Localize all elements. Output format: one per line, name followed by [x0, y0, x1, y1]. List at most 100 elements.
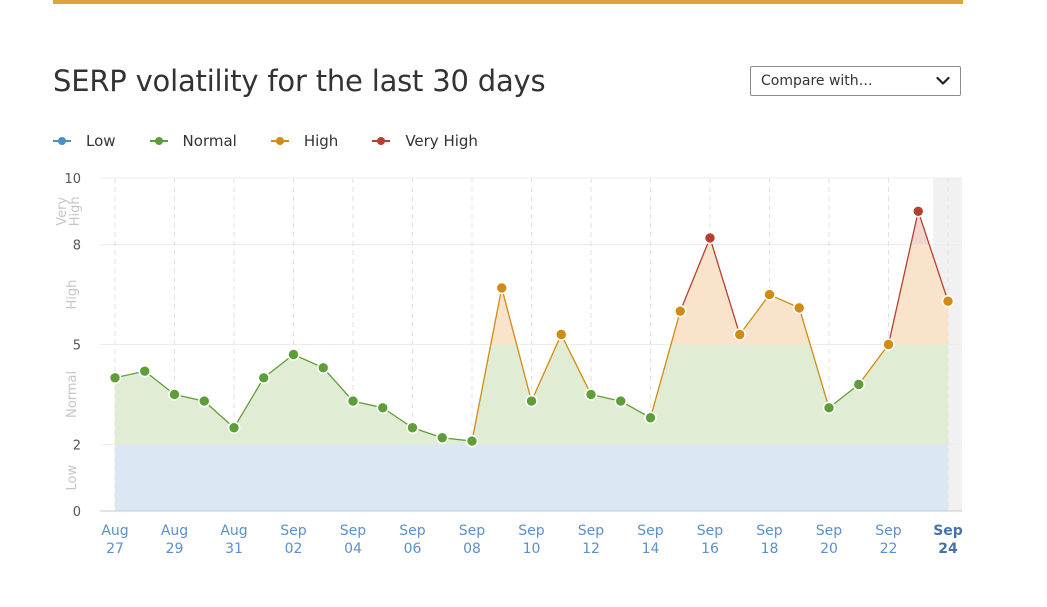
data-point	[733, 328, 747, 341]
x-tick-label-day: 12	[582, 541, 600, 557]
x-tick-label-day: 04	[344, 541, 362, 557]
legend-item-normal[interactable]: Normal	[149, 132, 237, 150]
area-band-low	[115, 444, 948, 511]
data-point	[465, 434, 479, 448]
y-band-label: Normal	[65, 371, 80, 418]
compare-with-label: Compare with…	[761, 73, 873, 89]
data-point	[435, 431, 449, 445]
series-line-segment	[471, 287, 503, 442]
y-band-label: Very	[55, 197, 70, 226]
data-point	[822, 401, 836, 415]
serp-volatility-chart: LowNormalHighVeryHigh025810Aug27Aug29Aug…	[55, 172, 963, 557]
series-line-segment	[649, 311, 681, 418]
data-point	[406, 421, 419, 435]
data-point	[673, 304, 687, 318]
series-line-segment	[203, 400, 235, 429]
x-tick-label-day: 16	[701, 541, 719, 557]
data-point	[882, 338, 895, 351]
x-tick-label-day: 18	[761, 541, 779, 557]
x-tick-label-day: 29	[166, 541, 184, 557]
series-line-segment	[887, 211, 919, 345]
legend-marker-normal-icon	[149, 137, 168, 145]
x-tick-label-month: Sep	[933, 523, 963, 539]
data-point	[703, 231, 717, 245]
data-point	[614, 394, 628, 408]
x-tick-label-day: 24	[938, 541, 958, 557]
data-point	[852, 378, 866, 391]
x-tick-label-month: Sep	[399, 523, 426, 539]
legend-marker-high-icon	[270, 137, 289, 145]
data-point	[525, 394, 538, 408]
data-point	[257, 371, 271, 385]
x-tick-label-month: Sep	[578, 523, 605, 539]
series-line-segment	[322, 367, 354, 402]
x-tick-label-day: 22	[880, 541, 898, 557]
x-tick-label-day: 08	[463, 541, 481, 557]
x-tick-label-day: 06	[404, 541, 422, 557]
legend-item-high[interactable]: High	[270, 132, 339, 150]
legend-item-very-high[interactable]: Very High	[372, 132, 478, 150]
y-tick-label: 2	[73, 438, 81, 453]
data-point	[287, 348, 300, 361]
data-point	[376, 401, 390, 415]
x-tick-label-month: Sep	[340, 523, 367, 539]
data-point	[763, 288, 776, 301]
data-point	[138, 364, 152, 378]
x-tick-label-day: 20	[820, 541, 838, 557]
x-tick-label-month: Aug	[161, 523, 188, 539]
data-point	[197, 394, 211, 408]
series-line-segment	[501, 287, 533, 402]
series-line-segment	[233, 377, 265, 429]
x-tick-label-month: Aug	[101, 523, 128, 539]
top-accent-bar	[53, 0, 963, 4]
legend-marker-very-high-icon	[372, 137, 391, 145]
series-line-segment	[530, 334, 562, 402]
y-band-label: High	[68, 196, 83, 226]
compare-with-dropdown[interactable]: Compare with…	[750, 66, 961, 96]
x-tick-label-month: Sep	[637, 523, 664, 539]
series-line-segment	[739, 294, 771, 335]
x-tick-label-day: 02	[285, 541, 303, 557]
chevron-down-icon	[936, 76, 950, 85]
series-line-segment	[679, 237, 711, 312]
data-point	[316, 361, 330, 375]
x-tick-label-month: Sep	[756, 523, 783, 539]
x-tick-label-day: 27	[106, 541, 124, 557]
series-line-segment	[798, 307, 830, 408]
x-tick-label-month: Sep	[875, 523, 902, 539]
data-point	[495, 281, 509, 295]
y-tick-label: 10	[64, 172, 81, 187]
y-tick-label: 0	[73, 505, 81, 520]
x-tick-label-day: 14	[642, 541, 660, 557]
data-point	[911, 205, 925, 218]
x-tick-label-month: Sep	[459, 523, 486, 539]
legend-label: High	[303, 132, 339, 150]
x-tick-label-month: Sep	[518, 523, 545, 539]
legend-label: Very High	[405, 132, 478, 150]
data-point	[941, 294, 955, 308]
legend-label: Normal	[182, 132, 237, 150]
legend-marker-low-icon	[53, 137, 71, 145]
data-point	[554, 328, 568, 341]
legend-item-low[interactable]: Low	[53, 132, 116, 150]
x-tick-label-month: Sep	[816, 523, 843, 539]
x-tick-label-month: Sep	[697, 523, 724, 539]
series-line-segment	[858, 344, 890, 385]
data-point	[584, 388, 598, 401]
data-point	[346, 394, 360, 408]
page-title: SERP volatility for the last 30 days	[53, 64, 546, 98]
y-tick-label: 8	[73, 239, 81, 254]
x-tick-label-month: Aug	[220, 523, 247, 539]
data-point	[227, 421, 241, 435]
data-point	[168, 388, 181, 401]
y-tick-label: 5	[73, 339, 81, 354]
data-point	[644, 411, 657, 425]
chart-legend: Low Normal High Very High	[53, 132, 512, 150]
y-band-label: Low	[65, 465, 80, 491]
data-point	[792, 301, 806, 315]
x-tick-label-month: Sep	[280, 523, 307, 539]
legend-label: Low	[86, 132, 116, 150]
x-tick-label-day: 10	[523, 541, 541, 557]
y-band-label: High	[65, 280, 80, 310]
x-tick-label-day: 31	[225, 541, 243, 557]
